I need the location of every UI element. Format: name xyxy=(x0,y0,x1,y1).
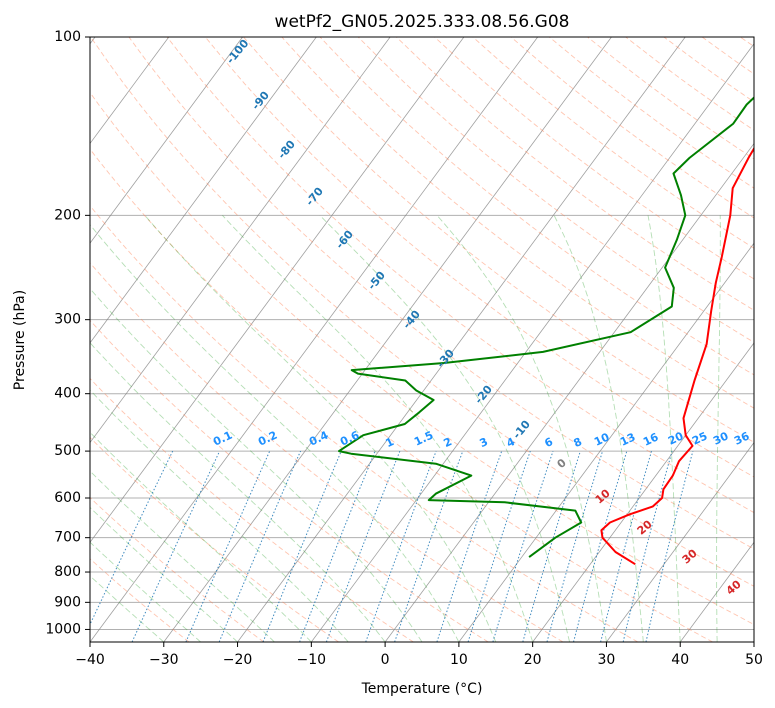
isotherm-line xyxy=(90,37,391,444)
x-tick-label: −40 xyxy=(75,652,105,668)
y-tick-label: 900 xyxy=(54,594,81,610)
isotherm-line xyxy=(163,37,612,642)
dry-adiabat-line xyxy=(90,377,414,642)
temperature-profile-line xyxy=(600,146,754,566)
y-tick-label: 1000 xyxy=(45,621,81,637)
isotherm-line xyxy=(384,142,754,642)
isotherm-line xyxy=(532,342,754,642)
dry-adiabat-line xyxy=(90,91,754,626)
dry-adiabat-line xyxy=(396,37,754,311)
mixing-ratio-line xyxy=(573,450,628,642)
mixing-ratio-line xyxy=(522,450,581,642)
moist-adiabat-line xyxy=(553,215,644,642)
isotherm-line xyxy=(90,37,539,642)
y-tick-label: 400 xyxy=(54,386,81,402)
x-tick-label: 40 xyxy=(671,652,689,668)
y-tick-label: 600 xyxy=(54,490,81,506)
pressure-gridlines xyxy=(90,37,754,630)
mixing-ratio-line xyxy=(185,450,271,642)
isotherm-line xyxy=(90,37,317,344)
dry-adiabat-line xyxy=(90,148,713,642)
dry-adiabat-line xyxy=(319,37,754,376)
moist-adiabat-line xyxy=(90,575,165,642)
plot-area xyxy=(90,37,754,642)
y-tick-label: 100 xyxy=(54,29,81,45)
moist-adiabat-line xyxy=(90,224,460,642)
y-tick-label: 500 xyxy=(54,443,81,459)
isotherm-line xyxy=(753,641,754,642)
x-tick-label: −20 xyxy=(223,652,253,668)
y-tick-label: 200 xyxy=(54,207,81,223)
mixing-ratio-label: 30 xyxy=(711,429,731,447)
dry-adiabat-line xyxy=(128,37,754,550)
isotherm-line xyxy=(90,37,243,244)
dry-adiabat-line xyxy=(90,262,564,642)
chart-title: wetPf2_GN05.2025.333.08.56.G08 xyxy=(275,12,570,32)
sounding-series xyxy=(338,96,754,566)
y-axis-label: Pressure (hPa) xyxy=(12,290,28,390)
moist-adiabat-line xyxy=(90,506,238,642)
x-tick-label: −10 xyxy=(297,652,327,668)
mixing-ratio-line xyxy=(600,450,652,642)
dry-adiabat-line xyxy=(90,37,754,587)
x-tick-label: 0 xyxy=(381,652,390,668)
x-tick-label: 30 xyxy=(598,652,616,668)
dewpoint-profile-line xyxy=(338,96,754,558)
moist-adiabat-line xyxy=(90,470,275,642)
mixing-ratio-line xyxy=(299,450,376,642)
dry-adiabat-line xyxy=(90,558,190,642)
mixing-ratio-line xyxy=(262,450,342,642)
x-tick-label: 50 xyxy=(745,652,763,668)
thermo-background-lines xyxy=(90,37,754,642)
y-tick-label: 800 xyxy=(54,564,81,580)
isotherm-line xyxy=(90,37,170,145)
moist-adiabat-line xyxy=(144,215,497,642)
moist-adiabat-line xyxy=(90,541,201,642)
moist-adiabat-line xyxy=(222,214,534,642)
y-tick-label: 700 xyxy=(54,530,81,546)
mixing-ratio-label: 36 xyxy=(732,429,752,447)
isotherm-line xyxy=(237,37,686,642)
mixing-ratio-line xyxy=(218,450,302,642)
mixing-ratio-label: 16 xyxy=(641,430,661,448)
x-axis-label: Temperature (°C) xyxy=(361,681,483,697)
x-tick-label: −30 xyxy=(149,652,179,668)
mixing-ratio-line xyxy=(467,450,531,642)
moist-adiabat-line xyxy=(319,214,571,642)
mixing-ratio-line xyxy=(645,450,694,642)
moist-adiabat-line xyxy=(716,215,721,642)
mixing-ratio-line xyxy=(394,450,464,642)
axes-ticks: −40 −30 −20 −10 0 10 20 30 40 50 100 200 300 400 500 60… xyxy=(45,29,763,668)
mixing-ratio-label: 13 xyxy=(618,430,637,448)
isotherm-line xyxy=(458,242,754,642)
x-tick-label: 20 xyxy=(524,652,542,668)
dry-adiabat-line xyxy=(90,205,639,642)
y-tick-label: 300 xyxy=(54,312,81,328)
isotherm-line xyxy=(90,37,465,543)
mixing-ratio-line xyxy=(365,450,437,642)
isotherm-line xyxy=(311,43,754,642)
moist-adiabat-line xyxy=(90,288,423,642)
mixing-ratio-line xyxy=(546,450,603,642)
mixing-ratio-label: 20 xyxy=(666,429,686,447)
moist-adiabat-line xyxy=(90,342,386,642)
mixing-ratio-label: 10 xyxy=(592,430,612,448)
mixing-ratio-label: 25 xyxy=(690,429,709,447)
mixing-ratio-line xyxy=(325,450,401,642)
dry-adiabat-line xyxy=(90,436,339,642)
mixing-ratio-line xyxy=(492,450,554,642)
dry-adiabat-line xyxy=(281,37,754,409)
isotherm-line xyxy=(606,441,754,642)
plot-frame xyxy=(89,36,755,643)
mixing-ratio-line xyxy=(436,450,503,642)
mixing-ratio-line xyxy=(131,450,221,642)
moist-adiabat-line xyxy=(647,215,681,642)
x-tick-label: 10 xyxy=(450,652,468,668)
dry-adiabat-line xyxy=(166,37,754,514)
